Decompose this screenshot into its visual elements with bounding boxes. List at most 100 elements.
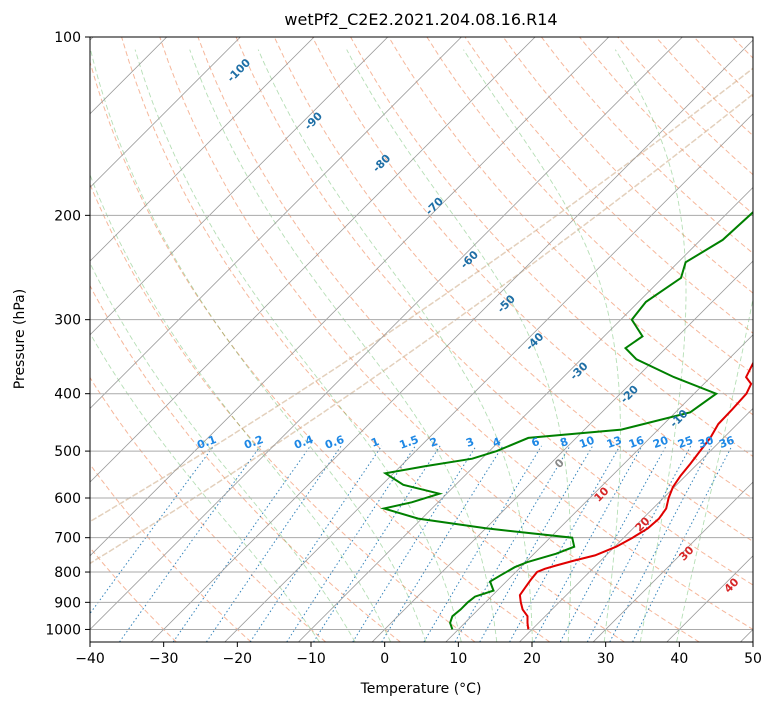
isotherm-line bbox=[519, 407, 753, 642]
x-tick-label: 30 bbox=[597, 651, 615, 667]
isotherm-line bbox=[150, 39, 753, 642]
mixing-ratio-label: 20 bbox=[651, 434, 670, 452]
x-tick-label: −40 bbox=[75, 651, 105, 667]
isobar-grid bbox=[90, 37, 753, 642]
y-tick-label: 800 bbox=[54, 565, 81, 581]
y-tick-label: 900 bbox=[54, 595, 81, 611]
isotherm-line bbox=[90, 37, 462, 410]
mixing-ratio-line bbox=[609, 445, 712, 642]
mixing-ratio-label: 13 bbox=[605, 434, 624, 451]
y-tick-label: 500 bbox=[54, 444, 81, 460]
y-axis-label: Pressure (hPa) bbox=[12, 289, 28, 389]
dewpoint-profile bbox=[380, 210, 753, 630]
y-tick-label: 400 bbox=[54, 387, 81, 403]
mixing-ratio-label: 4 bbox=[491, 435, 503, 450]
mixing-ratio-label: 30 bbox=[696, 434, 715, 452]
mixing-ratio-label: 0.1 bbox=[195, 433, 218, 452]
x-tick-label: 10 bbox=[449, 651, 467, 667]
isotherm-line bbox=[445, 334, 753, 642]
reference-curve bbox=[90, 93, 753, 565]
mixing-ratio-line bbox=[172, 445, 311, 642]
mixing-ratio-label: 1.5 bbox=[398, 433, 421, 452]
isotherm-line bbox=[90, 37, 389, 336]
mixing-ratio-line bbox=[533, 445, 643, 642]
dry-adiabat-line bbox=[502, 37, 753, 294]
mixing-ratio-line bbox=[205, 445, 342, 642]
mixing-ratio-label: 10 bbox=[577, 434, 596, 452]
dry-adiabat-line bbox=[90, 546, 177, 642]
moist-adiabat-line bbox=[90, 332, 320, 642]
y-tick-label: 700 bbox=[54, 531, 81, 547]
dry-adiabat-line bbox=[235, 37, 753, 586]
mixing-ratio-line bbox=[632, 445, 733, 642]
moist-adiabat-line bbox=[90, 173, 392, 642]
isotherm-line bbox=[592, 481, 753, 642]
x-axis: −40 −30 −20 −10 0 10 20 30 40 50 bbox=[75, 642, 762, 667]
x-axis-label: Temperature (°C) bbox=[360, 681, 482, 697]
mixing-ratio-line bbox=[509, 445, 621, 642]
dry-adiabat-line bbox=[90, 182, 476, 642]
dry-adiabat-line bbox=[90, 60, 551, 642]
chart-title: wetPf2_C2E2.2021.204.08.16.R14 bbox=[284, 10, 557, 30]
y-tick-label: 200 bbox=[54, 208, 81, 224]
isotherm-line bbox=[90, 37, 315, 262]
moist-adiabat-line bbox=[90, 49, 427, 642]
plot-area: 0.1 0.2 0.4 0.6 1 1.5 2 3 4 6 8 10 13 16 20 25 30 36-100-… bbox=[90, 37, 753, 642]
moist-adiabat-line bbox=[346, 49, 572, 642]
x-tick-label: 0 bbox=[380, 651, 389, 667]
mixing-ratio-label: 36 bbox=[717, 434, 736, 452]
mixing-ratio-label: 16 bbox=[627, 434, 646, 452]
dry-adiabat-line bbox=[197, 37, 753, 630]
dry-adiabat-line bbox=[90, 463, 252, 642]
mixing-ratio-label: 8 bbox=[558, 435, 570, 450]
y-axis: 100 200 300 400 500 600 700 800 900 1000 bbox=[45, 30, 90, 638]
mixing-ratio-label: 0.2 bbox=[242, 433, 265, 452]
x-tick-label: −30 bbox=[149, 651, 179, 667]
mixing-ratio-line bbox=[119, 445, 261, 642]
x-tick-label: −20 bbox=[223, 651, 253, 667]
x-tick-label: −10 bbox=[296, 651, 326, 667]
moist-adiabat-line bbox=[463, 49, 621, 642]
isotherm-line bbox=[224, 113, 753, 642]
isotherm-line bbox=[90, 37, 536, 483]
dry-adiabat-line bbox=[90, 376, 327, 642]
axes-frame bbox=[89, 36, 754, 643]
isotherm-line bbox=[90, 37, 683, 631]
moist-adiabat-line bbox=[90, 262, 356, 642]
moist-adiabat-line bbox=[189, 49, 498, 642]
reference-curve bbox=[90, 67, 753, 523]
mixing-ratio-line bbox=[286, 445, 416, 642]
dry-adiabat-line bbox=[311, 37, 753, 500]
dry-adiabat-line bbox=[388, 37, 753, 416]
isotherm-line bbox=[371, 260, 753, 642]
mixing-ratio-line bbox=[249, 445, 383, 642]
dry-adiabat-line bbox=[426, 37, 753, 375]
y-tick-label: 600 bbox=[54, 491, 81, 507]
dry-adiabat-line bbox=[121, 37, 625, 642]
y-tick-label: 1000 bbox=[45, 622, 81, 638]
profile-lines bbox=[380, 210, 753, 630]
mixing-ratio-line bbox=[454, 445, 571, 642]
x-tick-label: 50 bbox=[744, 651, 762, 667]
isotherm-line bbox=[298, 186, 753, 642]
mixing-ratio-line bbox=[352, 445, 477, 642]
isotherm-line bbox=[90, 37, 610, 557]
mixing-ratio-line bbox=[423, 445, 542, 642]
mixing-ratio-label: 25 bbox=[676, 434, 695, 451]
moist-adiabat-line bbox=[257, 49, 533, 642]
mixing-ratio-label: 0.6 bbox=[323, 433, 346, 452]
mixing-ratio-line bbox=[313, 445, 441, 642]
mixing-ratio-label: 0.4 bbox=[292, 433, 315, 452]
x-tick-label: 40 bbox=[670, 651, 688, 667]
mixing-ratio-label: 3 bbox=[464, 435, 476, 450]
y-tick-label: 100 bbox=[54, 30, 81, 46]
mixing-ratio-label: 2 bbox=[428, 435, 440, 450]
dry-adiabat-line bbox=[159, 37, 700, 642]
moist-adiabat-line bbox=[676, 295, 753, 642]
isotherm-line bbox=[90, 37, 241, 189]
mixing-ratio-label: 1 bbox=[369, 435, 381, 450]
y-tick-label: 300 bbox=[54, 313, 81, 329]
temperature-profile bbox=[518, 361, 753, 630]
